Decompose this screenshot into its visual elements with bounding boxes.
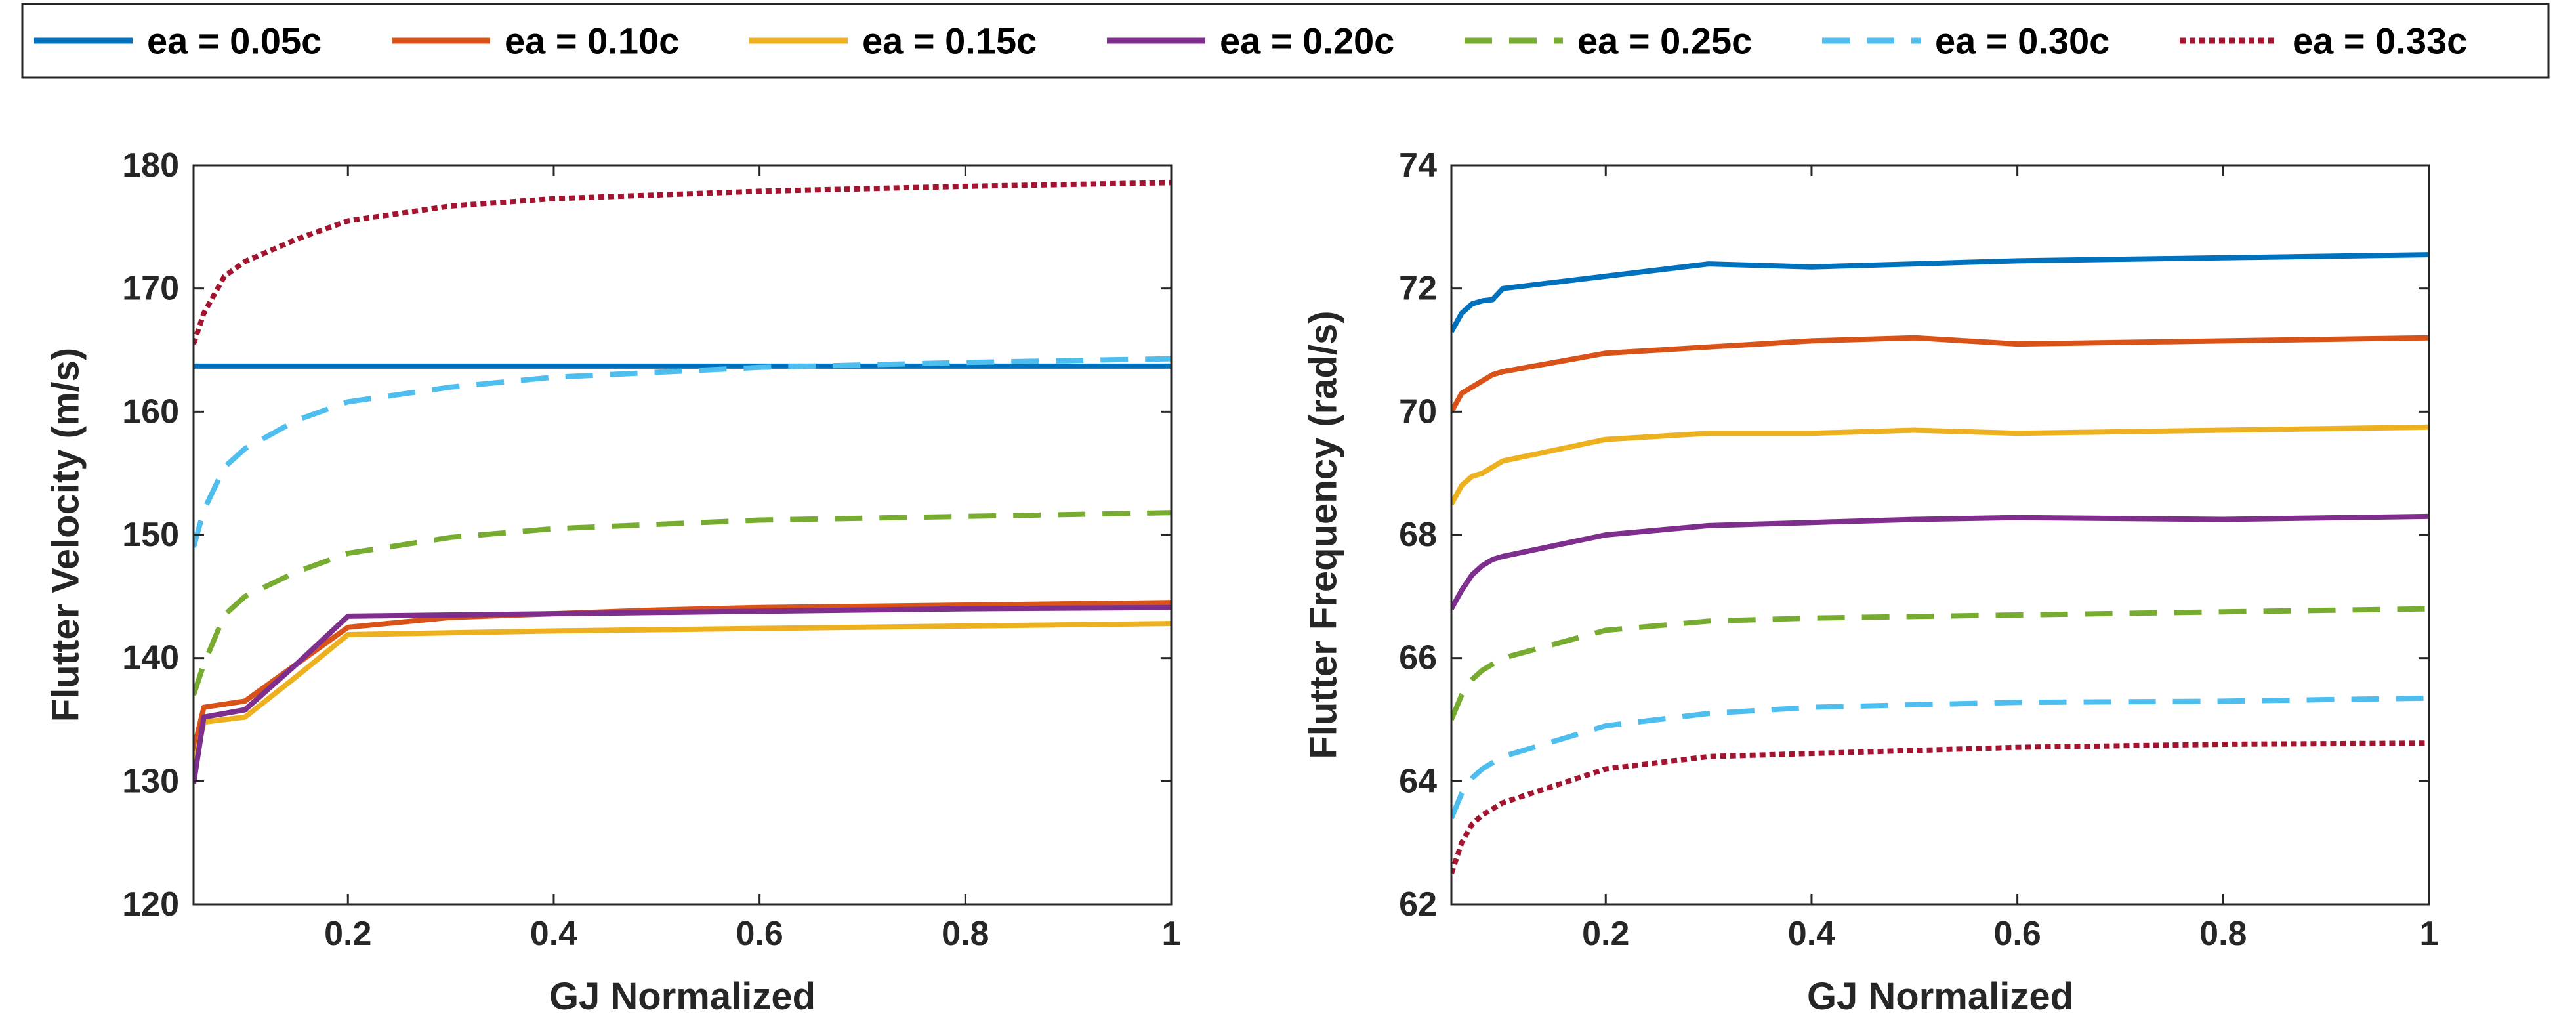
series-line-ea-0-30c [194,356,1171,548]
series-line-ea-0-20c [1451,513,2429,610]
series-line-ea-0-33c [194,180,1171,345]
y-tick-label: 66 [1399,639,1437,677]
legend-label: ea = 0.10c [505,20,679,62]
legend-entry: ea = 0.30c [1822,20,2109,62]
legend-entry: ea = 0.05c [34,20,322,62]
x-tick-label: 1 [1162,915,1181,953]
y-tick-label: 70 [1399,392,1437,431]
legend-entry: ea = 0.15c [749,20,1037,62]
legend-entry: ea = 0.25c [1465,20,1752,62]
y-tick-label: 160 [122,392,179,431]
y-axis-label: Flutter Velocity (m/s) [45,348,87,722]
y-tick-label: 140 [122,639,179,677]
series-line-ea-0-05c [1451,252,2429,333]
y-tick-label: 64 [1399,762,1437,800]
series-line-ea-0-10c [1451,335,2429,413]
y-tick-label: 170 [122,270,179,308]
y-tick-label: 68 [1399,516,1437,554]
y-tick-label: 130 [122,762,179,800]
x-tick-label: 0.2 [324,915,371,953]
flutter-frequency-chart: 0.2 0.4 0.6 0.8 1 62 64 66 68 70 72 74 GJ Normalized… [1302,146,2439,1018]
y-tick-label: 62 [1399,885,1437,923]
series-line-ea-0-15c [194,621,1171,770]
legend-label: ea = 0.33c [2293,20,2467,62]
series-line-ea-0-25c [1451,606,2429,721]
x-tick-label: 0.6 [736,915,783,953]
series-line-ea-0-15c [1451,424,2429,506]
y-tick-label: 150 [122,516,179,554]
plot-area [194,165,1171,904]
x-tick-label: 1 [2420,915,2439,953]
y-tick-label: 72 [1399,270,1437,308]
y-axis-label: Flutter Frequency (rad/s) [1302,310,1345,759]
legend-label: ea = 0.20c [1220,20,1394,62]
y-tick-label: 120 [122,885,179,923]
legend-label: ea = 0.30c [1935,20,2109,62]
legend-label: ea = 0.25c [1577,20,1752,62]
series-line-ea-0-33c [1451,740,2429,875]
x-tick-label: 0.2 [1582,915,1629,953]
x-tick-label: 0.8 [2199,915,2247,953]
y-tick-label: 180 [122,146,179,184]
x-tick-label: 0.6 [1993,915,2041,953]
x-tick-label: 0.4 [1788,915,1835,953]
x-axis-label: GJ Normalized [549,975,816,1018]
flutter-velocity-chart: 0.2 0.4 0.6 0.8 1 120 130 140 150 160 170 180 GJ Nor… [45,146,1181,1018]
series-line-ea-0-25c [194,510,1171,696]
legend-label: ea = 0.05c [147,20,322,62]
x-tick-label: 0.4 [530,915,577,953]
legend-label: ea = 0.15c [862,20,1037,62]
legend-entry: ea = 0.33c [2180,20,2467,62]
legend: ea = 0.05c ea = 0.10c ea = 0.15c ea = 0.20c… [21,3,2550,79]
y-tick-label: 74 [1399,146,1437,184]
series-line-ea-0-20c [194,604,1171,784]
legend-entry: ea = 0.10c [392,20,679,62]
legend-entry: ea = 0.20c [1107,20,1394,62]
series-line-ea-0-30c [1451,695,2429,820]
x-tick-label: 0.8 [942,915,989,953]
x-axis-label: GJ Normalized [1807,975,2073,1018]
